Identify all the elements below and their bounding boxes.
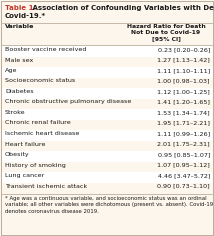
Text: 0.95 [0.85–1.07]: 0.95 [0.85–1.07] bbox=[158, 152, 210, 157]
Text: 0.90 [0.73–1.10]: 0.90 [0.73–1.10] bbox=[157, 184, 210, 189]
Text: Booster vaccine received: Booster vaccine received bbox=[5, 47, 86, 52]
Bar bbox=[2, 109, 212, 119]
Text: Chronic obstructive pulmonary disease: Chronic obstructive pulmonary disease bbox=[5, 100, 131, 105]
Text: History of smoking: History of smoking bbox=[5, 163, 66, 168]
Bar bbox=[2, 88, 212, 98]
Text: Transient ischemic attack: Transient ischemic attack bbox=[5, 184, 87, 189]
Text: 1.11 [0.99–1.26]: 1.11 [0.99–1.26] bbox=[157, 131, 210, 136]
Text: Ischemic heart disease: Ischemic heart disease bbox=[5, 131, 79, 136]
Bar bbox=[2, 172, 212, 182]
Text: 2.01 [1.75–2.31]: 2.01 [1.75–2.31] bbox=[157, 142, 210, 147]
Text: 1.07 [0.95–1.12]: 1.07 [0.95–1.12] bbox=[157, 163, 210, 168]
Text: 1.41 [1.20–1.65]: 1.41 [1.20–1.65] bbox=[157, 100, 210, 105]
Text: Table 1.: Table 1. bbox=[5, 5, 36, 11]
Text: Variable: Variable bbox=[5, 24, 34, 29]
Text: 1.00 [0.98–1.03]: 1.00 [0.98–1.03] bbox=[158, 79, 210, 84]
Bar bbox=[2, 67, 212, 77]
Text: 1.95 [1.71–2.21]: 1.95 [1.71–2.21] bbox=[157, 121, 210, 126]
Bar bbox=[2, 46, 212, 56]
Text: Male sex: Male sex bbox=[5, 58, 33, 63]
Text: 1.27 [1.13–1.42]: 1.27 [1.13–1.42] bbox=[157, 58, 210, 63]
Text: 0.23 [0.20–0.26]: 0.23 [0.20–0.26] bbox=[158, 47, 210, 52]
Bar bbox=[2, 151, 212, 161]
Text: Chronic renal failure: Chronic renal failure bbox=[5, 121, 71, 126]
Text: 1.53 [1.34–1.74]: 1.53 [1.34–1.74] bbox=[157, 110, 210, 115]
Text: Covid-19.*: Covid-19.* bbox=[5, 13, 46, 19]
Text: Hazard Ratio for Death
Not Due to Covid-19
[95% CI]: Hazard Ratio for Death Not Due to Covid-… bbox=[127, 24, 205, 41]
Text: Heart failure: Heart failure bbox=[5, 142, 46, 147]
Text: Diabetes: Diabetes bbox=[5, 89, 34, 94]
Text: 1.12 [1.00–1.25]: 1.12 [1.00–1.25] bbox=[157, 89, 210, 94]
Bar bbox=[2, 130, 212, 140]
Text: Age: Age bbox=[5, 68, 18, 73]
Text: Stroke: Stroke bbox=[5, 110, 26, 115]
Text: Lung cancer: Lung cancer bbox=[5, 173, 44, 178]
Text: 1.11 [1.10–1.11]: 1.11 [1.10–1.11] bbox=[157, 68, 210, 73]
Text: * Age was a continuous variable, and socioeconomic status was an ordinal
variabl: * Age was a continuous variable, and soc… bbox=[5, 196, 213, 214]
Text: Association of Confounding Variables with Death Not Due to: Association of Confounding Variables wit… bbox=[30, 5, 214, 11]
Text: Obesity: Obesity bbox=[5, 152, 30, 157]
Text: 4.46 [3.47–5.72]: 4.46 [3.47–5.72] bbox=[158, 173, 210, 178]
Text: Socioeconomic status: Socioeconomic status bbox=[5, 79, 75, 84]
